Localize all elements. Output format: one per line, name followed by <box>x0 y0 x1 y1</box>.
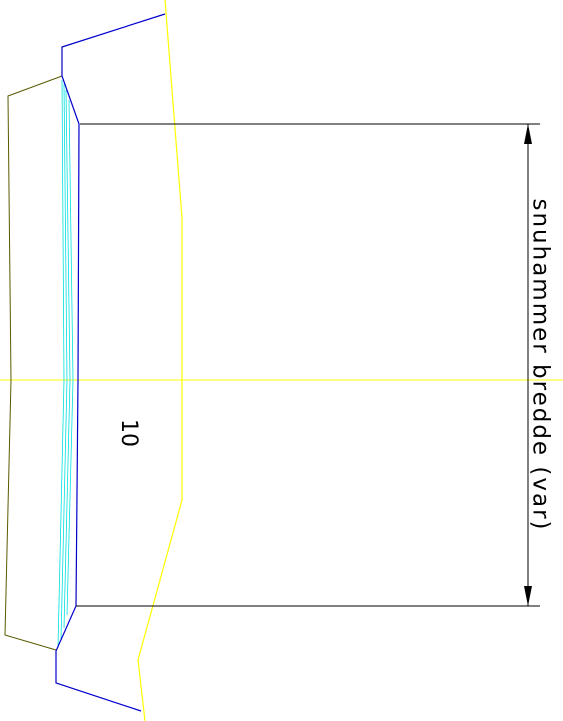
lane-line-4 <box>66 99 74 616</box>
lane-line-1 <box>57 79 65 649</box>
yellow-alignment-line <box>137 0 183 721</box>
road-edge-blue <box>55 13 166 712</box>
dimension-arrow-bottom <box>524 586 532 606</box>
lane-line-2 <box>60 83 68 641</box>
dimension-arrow-top <box>524 124 532 144</box>
area-number-label: 10 <box>116 419 141 447</box>
outer-boundary-left <box>4 75 63 651</box>
lane-line-3 <box>63 89 71 629</box>
dimension-label: snuhammer bredde (var) <box>528 198 554 531</box>
